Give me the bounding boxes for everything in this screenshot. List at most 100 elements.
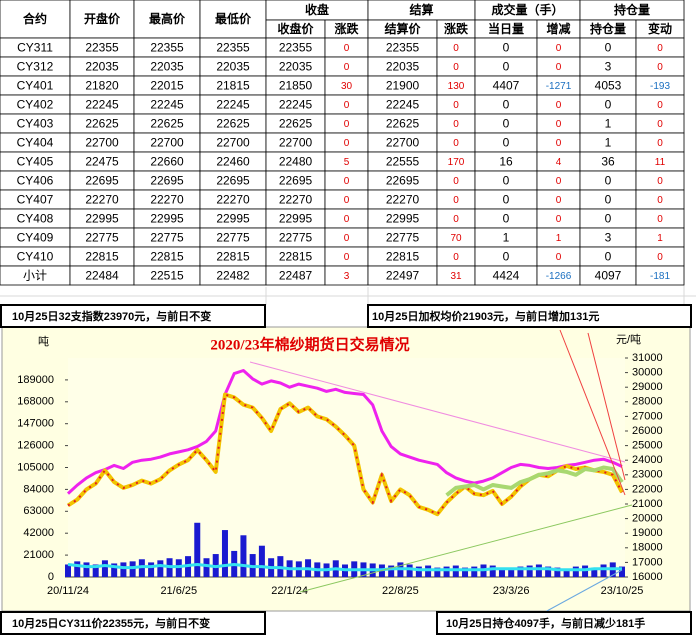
table-text: 0 xyxy=(453,62,459,73)
volume-bar xyxy=(74,561,81,577)
table-text: 成交量（手） xyxy=(491,2,563,17)
table-text: 0 xyxy=(503,136,510,150)
table-text: 22270 xyxy=(279,193,313,207)
table-text: -1271 xyxy=(546,81,572,92)
table-text: 22482 xyxy=(216,269,250,283)
table-text: 22460 xyxy=(216,155,250,169)
table-text: 22700 xyxy=(85,136,119,150)
volume-bar xyxy=(120,562,127,577)
table-text: 0 xyxy=(344,100,350,111)
table-text: 4053 xyxy=(595,79,622,93)
note-box: 10月25日加权均价21903元，与前日增加131元 xyxy=(367,304,692,328)
table-text: 22480 xyxy=(279,155,313,169)
table-text: CY311 xyxy=(17,41,53,55)
x-tick-label: 22/1/24 xyxy=(271,585,308,597)
note: 10月25日CY311价22355元，与前日不变 xyxy=(12,616,210,630)
volume-bar xyxy=(138,559,145,577)
table-text: 16 xyxy=(499,155,513,169)
table-text: 70 xyxy=(450,233,462,244)
table-text: 22035 xyxy=(279,60,313,74)
volume-bar xyxy=(462,567,469,577)
table-text: 0 xyxy=(556,176,562,187)
note-box: 10月25日CY311价22355元，与前日不变 xyxy=(0,611,266,635)
table-text: 0 xyxy=(657,176,663,187)
y2-tick-label: 25000 xyxy=(632,440,663,452)
table-text: 22035 xyxy=(85,60,119,74)
y-tick-label: 42000 xyxy=(23,527,54,539)
trend-lines xyxy=(249,329,633,613)
table-cell xyxy=(635,265,685,286)
chart: 0 21000 42000 63000 84000 105000 126000 147000 1… xyxy=(17,352,662,597)
table-text: 170 xyxy=(448,157,465,168)
table-text: 0 xyxy=(344,119,350,130)
volume-bar xyxy=(554,567,561,577)
table-text: 0 xyxy=(556,138,562,149)
table-text: 22625 xyxy=(150,117,184,131)
table-text: 22497 xyxy=(386,269,420,283)
x-tick-label: 23/3/26 xyxy=(493,585,530,597)
note-box: 10月25日32支指数23970元，与前日不变 xyxy=(0,304,266,328)
table-text: CY408 xyxy=(17,212,54,226)
y2-tick-label: 23000 xyxy=(632,469,663,481)
table-text: 130 xyxy=(448,81,465,92)
table-text: 31 xyxy=(450,271,462,282)
table-text: 0 xyxy=(453,43,459,54)
table-text: 5 xyxy=(344,157,350,168)
volume-bar xyxy=(526,565,533,577)
series-line xyxy=(66,369,623,495)
table-cell xyxy=(69,0,135,39)
table-text: 22700 xyxy=(216,136,250,150)
volume-bar xyxy=(434,567,441,577)
table-text: 4097 xyxy=(595,269,622,283)
table-text: 开盘价 xyxy=(84,11,121,26)
table-text: 小计 xyxy=(23,269,47,283)
volume-bar xyxy=(563,568,570,577)
table-text: 1 xyxy=(657,233,663,244)
table-text: 22270 xyxy=(150,193,184,207)
table-text: 0 xyxy=(453,119,459,130)
volume-bar xyxy=(258,545,265,577)
volume-bar xyxy=(157,560,164,577)
table-text: 变动 xyxy=(648,21,672,36)
table-text: 22995 xyxy=(216,212,250,226)
y2-tick-label: 20000 xyxy=(632,513,663,525)
volume-bar xyxy=(240,535,247,577)
table-text: 22270 xyxy=(386,193,420,207)
table-text: 收盘 xyxy=(305,2,329,17)
y-tick-label: 126000 xyxy=(17,440,54,452)
table-text: CY312 xyxy=(17,60,54,74)
volume-bar xyxy=(129,561,136,577)
table-text: 22815 xyxy=(216,250,250,264)
table-text: 1 xyxy=(503,231,510,245)
volume-bar xyxy=(443,566,450,577)
table-text: 0 xyxy=(453,214,459,225)
table-text: 22995 xyxy=(386,212,420,226)
y2-tick-label: 19000 xyxy=(632,527,663,539)
volume-bar xyxy=(498,567,505,577)
series-line xyxy=(67,563,622,572)
table-text: 22775 xyxy=(150,231,184,245)
volume-bar xyxy=(65,564,71,577)
table-text: 0 xyxy=(344,195,350,206)
volume-bar xyxy=(83,562,90,577)
volume-bar xyxy=(489,565,496,577)
volume-bar xyxy=(582,565,589,577)
volume-bar xyxy=(203,558,210,577)
table-text: 22695 xyxy=(150,174,184,188)
table-text: 0 xyxy=(657,62,663,73)
table-text: 22245 xyxy=(279,98,313,112)
table-text: 21820 xyxy=(85,79,119,93)
table-text: 0 xyxy=(657,138,663,149)
volume-bar xyxy=(545,566,552,577)
y2-tick-label: 16000 xyxy=(632,571,663,583)
y-tick-label: 0 xyxy=(48,571,54,583)
table-text: 22995 xyxy=(279,212,313,226)
table-text: 1 xyxy=(605,136,612,150)
table-text: 22815 xyxy=(85,250,119,264)
table-text: 0 xyxy=(657,252,663,263)
table-text: 22695 xyxy=(386,174,420,188)
table-text: 22035 xyxy=(386,60,420,74)
table-text: 22245 xyxy=(216,98,250,112)
table-text: -193 xyxy=(650,81,670,92)
